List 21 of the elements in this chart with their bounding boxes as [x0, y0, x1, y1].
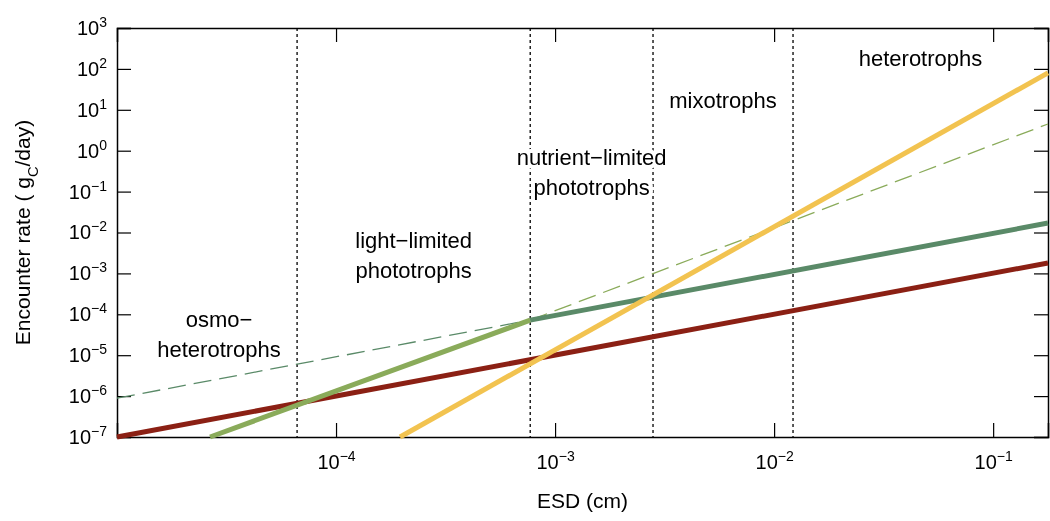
y-tick-label: 10$^{2}$ — [76, 54, 108, 80]
annotation: mixotrophs — [669, 87, 777, 113]
annotation: nutrient−limited phototrophs — [516, 144, 667, 200]
y-tick-label: 10$^{1}$ — [76, 95, 108, 121]
x-axis-title: ESD (cm) — [537, 489, 628, 512]
y-tick-label: 10$^{0}$ — [76, 136, 108, 162]
x-tick-label: 10$^{−4}$ — [317, 448, 356, 474]
annotation: heterotrophs — [858, 45, 983, 71]
y-tick-label: 10$^{3}$ — [76, 13, 108, 39]
y-tick-label: 10$^{−7}$ — [68, 422, 108, 448]
y-tick-label: 10$^{−2}$ — [68, 218, 108, 244]
y-tick-label: 10$^{−6}$ — [68, 382, 108, 407]
x-tick-label: 10$^{−3}$ — [536, 448, 575, 474]
y-tick-label: 10$^{−3}$ — [68, 259, 108, 285]
x-tick-label: 10$^{−1}$ — [974, 448, 1013, 474]
x-tick-label: 10$^{−2}$ — [755, 448, 794, 474]
y-tick-label: 10$^{−1}$ — [68, 177, 108, 203]
annotation: light−limited phototrophs — [355, 227, 473, 283]
annotation: osmo− heterotrophs — [157, 307, 281, 363]
y-tick-label: 10$^{−4}$ — [68, 300, 108, 326]
y-tick-label: 10$^{−5}$ — [68, 341, 108, 367]
